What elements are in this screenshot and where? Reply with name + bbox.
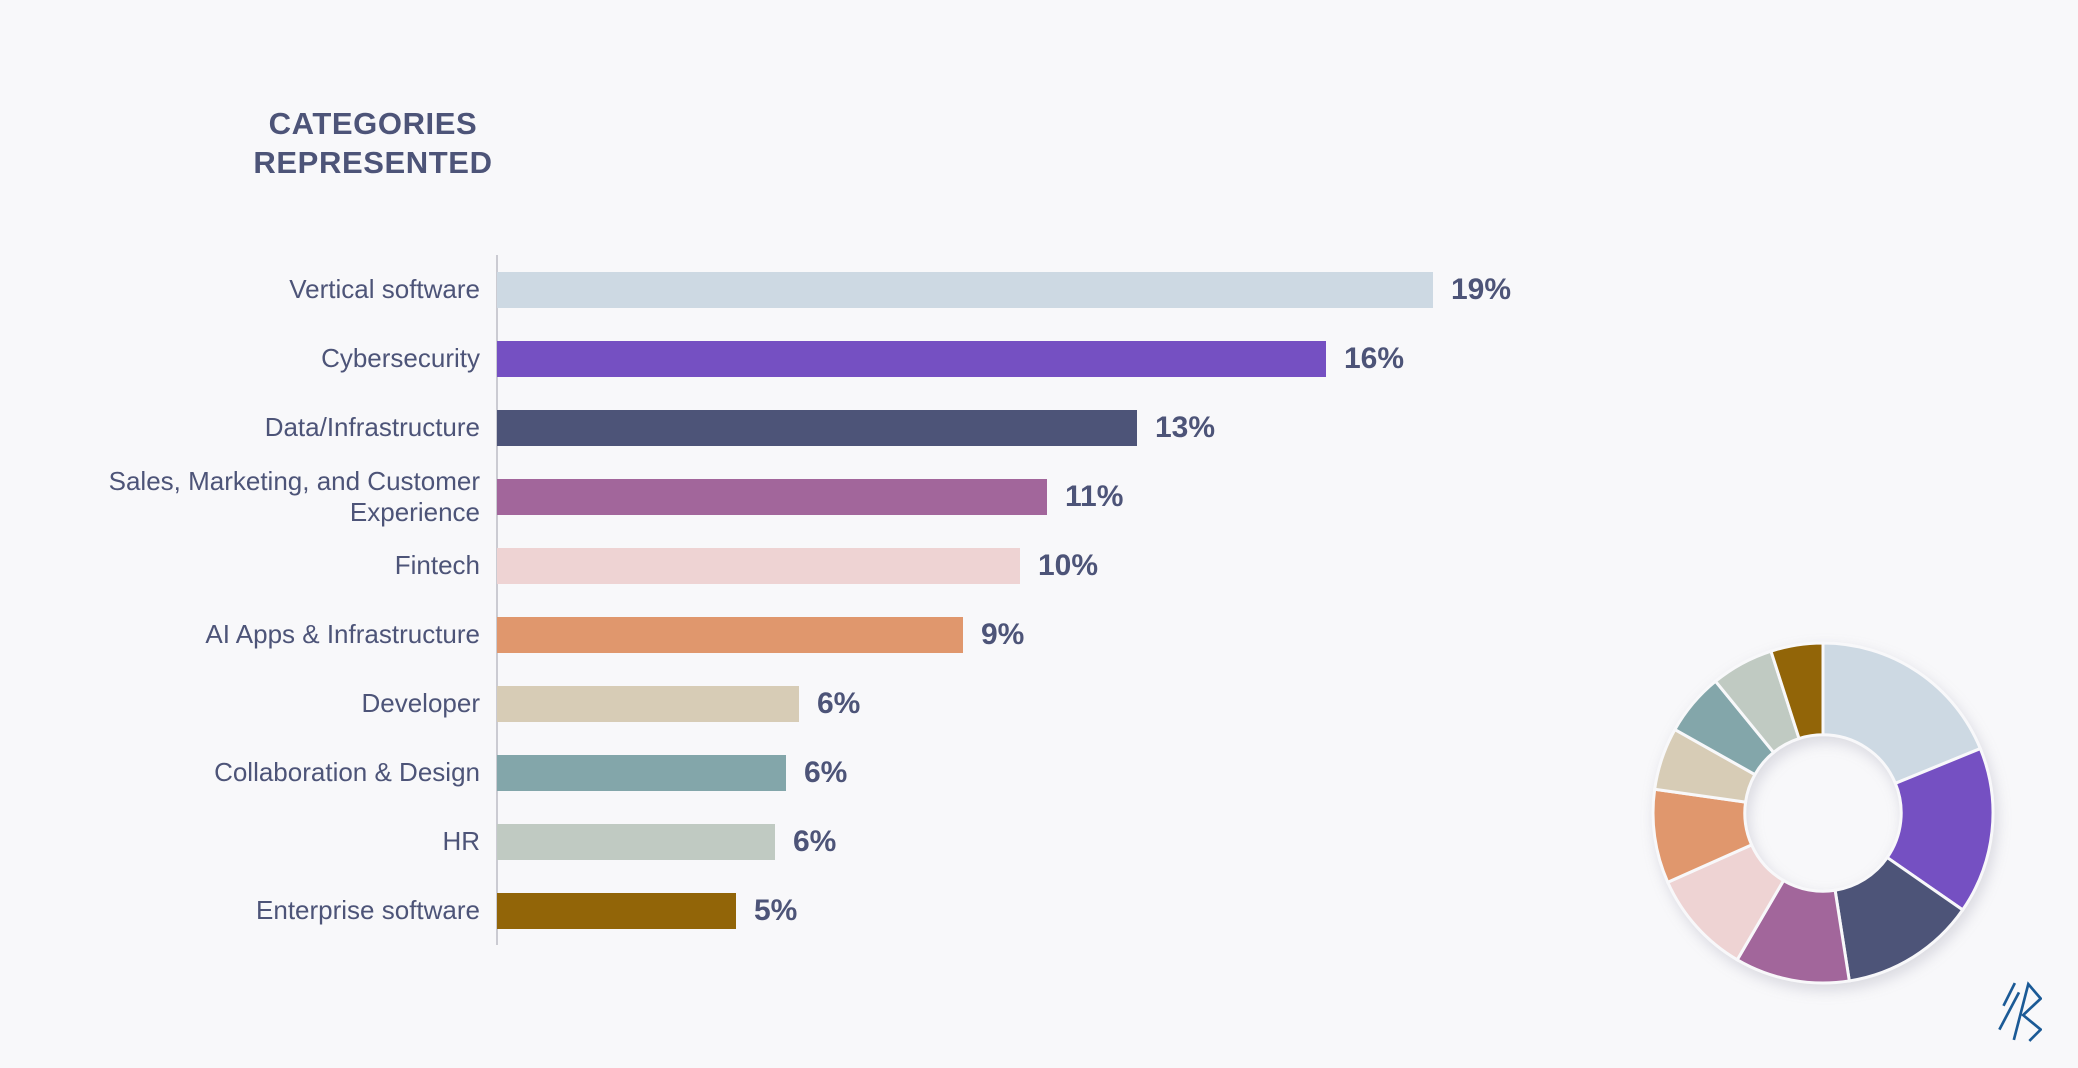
- chart-title-line1: CATEGORIES: [268, 106, 478, 141]
- donut-chart: [1651, 641, 1995, 985]
- category-label: Enterprise software: [256, 895, 480, 925]
- bar: [497, 409, 1137, 446]
- chart-title-line2: REPRESENTED: [253, 145, 493, 180]
- bar-row: Sales, Marketing, and Customer Experienc…: [0, 462, 1650, 531]
- bar-track: 6%: [497, 754, 1650, 791]
- bar-row: Cybersecurity 16%: [0, 324, 1650, 393]
- bar: [497, 616, 963, 653]
- bar-track: 9%: [497, 616, 1650, 653]
- logo-slash-long: [1998, 991, 2021, 1031]
- bar-row: Enterprise software 5%: [0, 876, 1650, 945]
- bar-row: AI Apps & Infrastructure 9%: [0, 600, 1650, 669]
- value-label: 13%: [1155, 410, 1216, 444]
- bar-track: 6%: [497, 685, 1650, 722]
- donut-slice: [1821, 641, 1983, 786]
- value-label: 11%: [1065, 479, 1124, 513]
- bar-track: 19%: [497, 271, 1650, 308]
- bar-row: Collaboration & Design 6%: [0, 738, 1650, 807]
- category-label: AI Apps & Infrastructure: [205, 619, 480, 649]
- bar: [497, 685, 799, 722]
- value-label: 10%: [1038, 548, 1099, 582]
- bar: [497, 754, 786, 791]
- bar-row: Vertical software 19%: [0, 255, 1650, 324]
- category-label: Sales, Marketing, and Customer Experienc…: [108, 465, 480, 527]
- category-label: Vertical software: [289, 274, 480, 304]
- bessemer-logo: [1998, 981, 2042, 1042]
- bar-track: 10%: [497, 547, 1650, 584]
- donut-slice: [1885, 746, 1995, 912]
- bar: [497, 547, 1020, 584]
- category-label: Cybersecurity: [321, 343, 480, 373]
- value-label: 9%: [981, 617, 1025, 651]
- category-label: Developer: [361, 688, 480, 718]
- category-label: HR: [442, 826, 480, 856]
- logo-slash-short: [2002, 982, 2017, 1007]
- bar-row: Fintech 10%: [0, 531, 1650, 600]
- bar: [497, 823, 775, 860]
- chart-title: CATEGORIES REPRESENTED: [158, 104, 588, 182]
- category-label: Data/Infrastructure: [264, 412, 480, 442]
- value-label: 5%: [754, 893, 798, 927]
- bar: [497, 478, 1047, 515]
- value-label: 6%: [793, 824, 837, 858]
- bar: [497, 892, 736, 929]
- value-label: 6%: [817, 686, 861, 720]
- logo-b-mark: [2012, 981, 2042, 1042]
- bar: [497, 340, 1326, 377]
- bar-row: Developer 6%: [0, 669, 1650, 738]
- bar: [497, 271, 1433, 308]
- bar-chart-axis-line: [496, 255, 498, 945]
- bar-track: 6%: [497, 823, 1650, 860]
- category-label: Collaboration & Design: [214, 757, 480, 787]
- category-label: Fintech: [394, 550, 480, 580]
- bar-track: 5%: [497, 892, 1650, 929]
- bar-row: Data/Infrastructure 13%: [0, 393, 1650, 462]
- donut-slice: [1769, 641, 1825, 741]
- bar-row: HR 6%: [0, 807, 1650, 876]
- bar-track: 16%: [497, 340, 1650, 377]
- value-label: 6%: [804, 755, 848, 789]
- bar-chart: Vertical software 19% Cybersecurity 16% Data…: [0, 255, 1650, 945]
- value-label: 16%: [1344, 341, 1405, 375]
- value-label: 19%: [1451, 272, 1512, 306]
- bar-track: 13%: [497, 409, 1650, 446]
- bar-track: 11%: [497, 478, 1650, 515]
